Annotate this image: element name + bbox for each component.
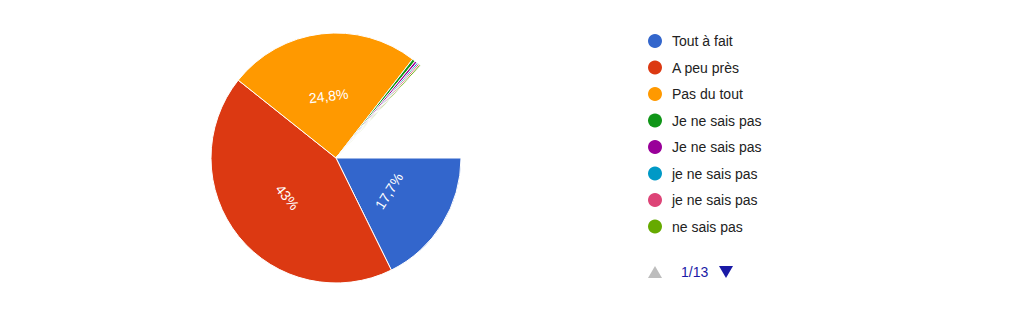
svg-text:43%: 43% bbox=[272, 181, 302, 213]
svg-text:1/13: 1/13 bbox=[681, 264, 708, 280]
svg-text:Tout à fait: Tout à fait bbox=[672, 33, 733, 49]
svg-text:A peu près: A peu près bbox=[672, 60, 739, 76]
svg-text:24,8%: 24,8% bbox=[308, 86, 349, 107]
svg-text:je ne sais pas: je ne sais pas bbox=[671, 192, 758, 208]
svg-text:Je ne sais pas: Je ne sais pas bbox=[672, 139, 762, 155]
svg-text:je ne sais pas: je ne sais pas bbox=[671, 166, 758, 182]
svg-text:Pas du tout: Pas du tout bbox=[672, 86, 743, 102]
svg-text:Je ne sais pas: Je ne sais pas bbox=[672, 113, 762, 129]
svg-text:ne sais pas: ne sais pas bbox=[672, 219, 743, 235]
svg-text:17,7%: 17,7% bbox=[372, 170, 407, 212]
